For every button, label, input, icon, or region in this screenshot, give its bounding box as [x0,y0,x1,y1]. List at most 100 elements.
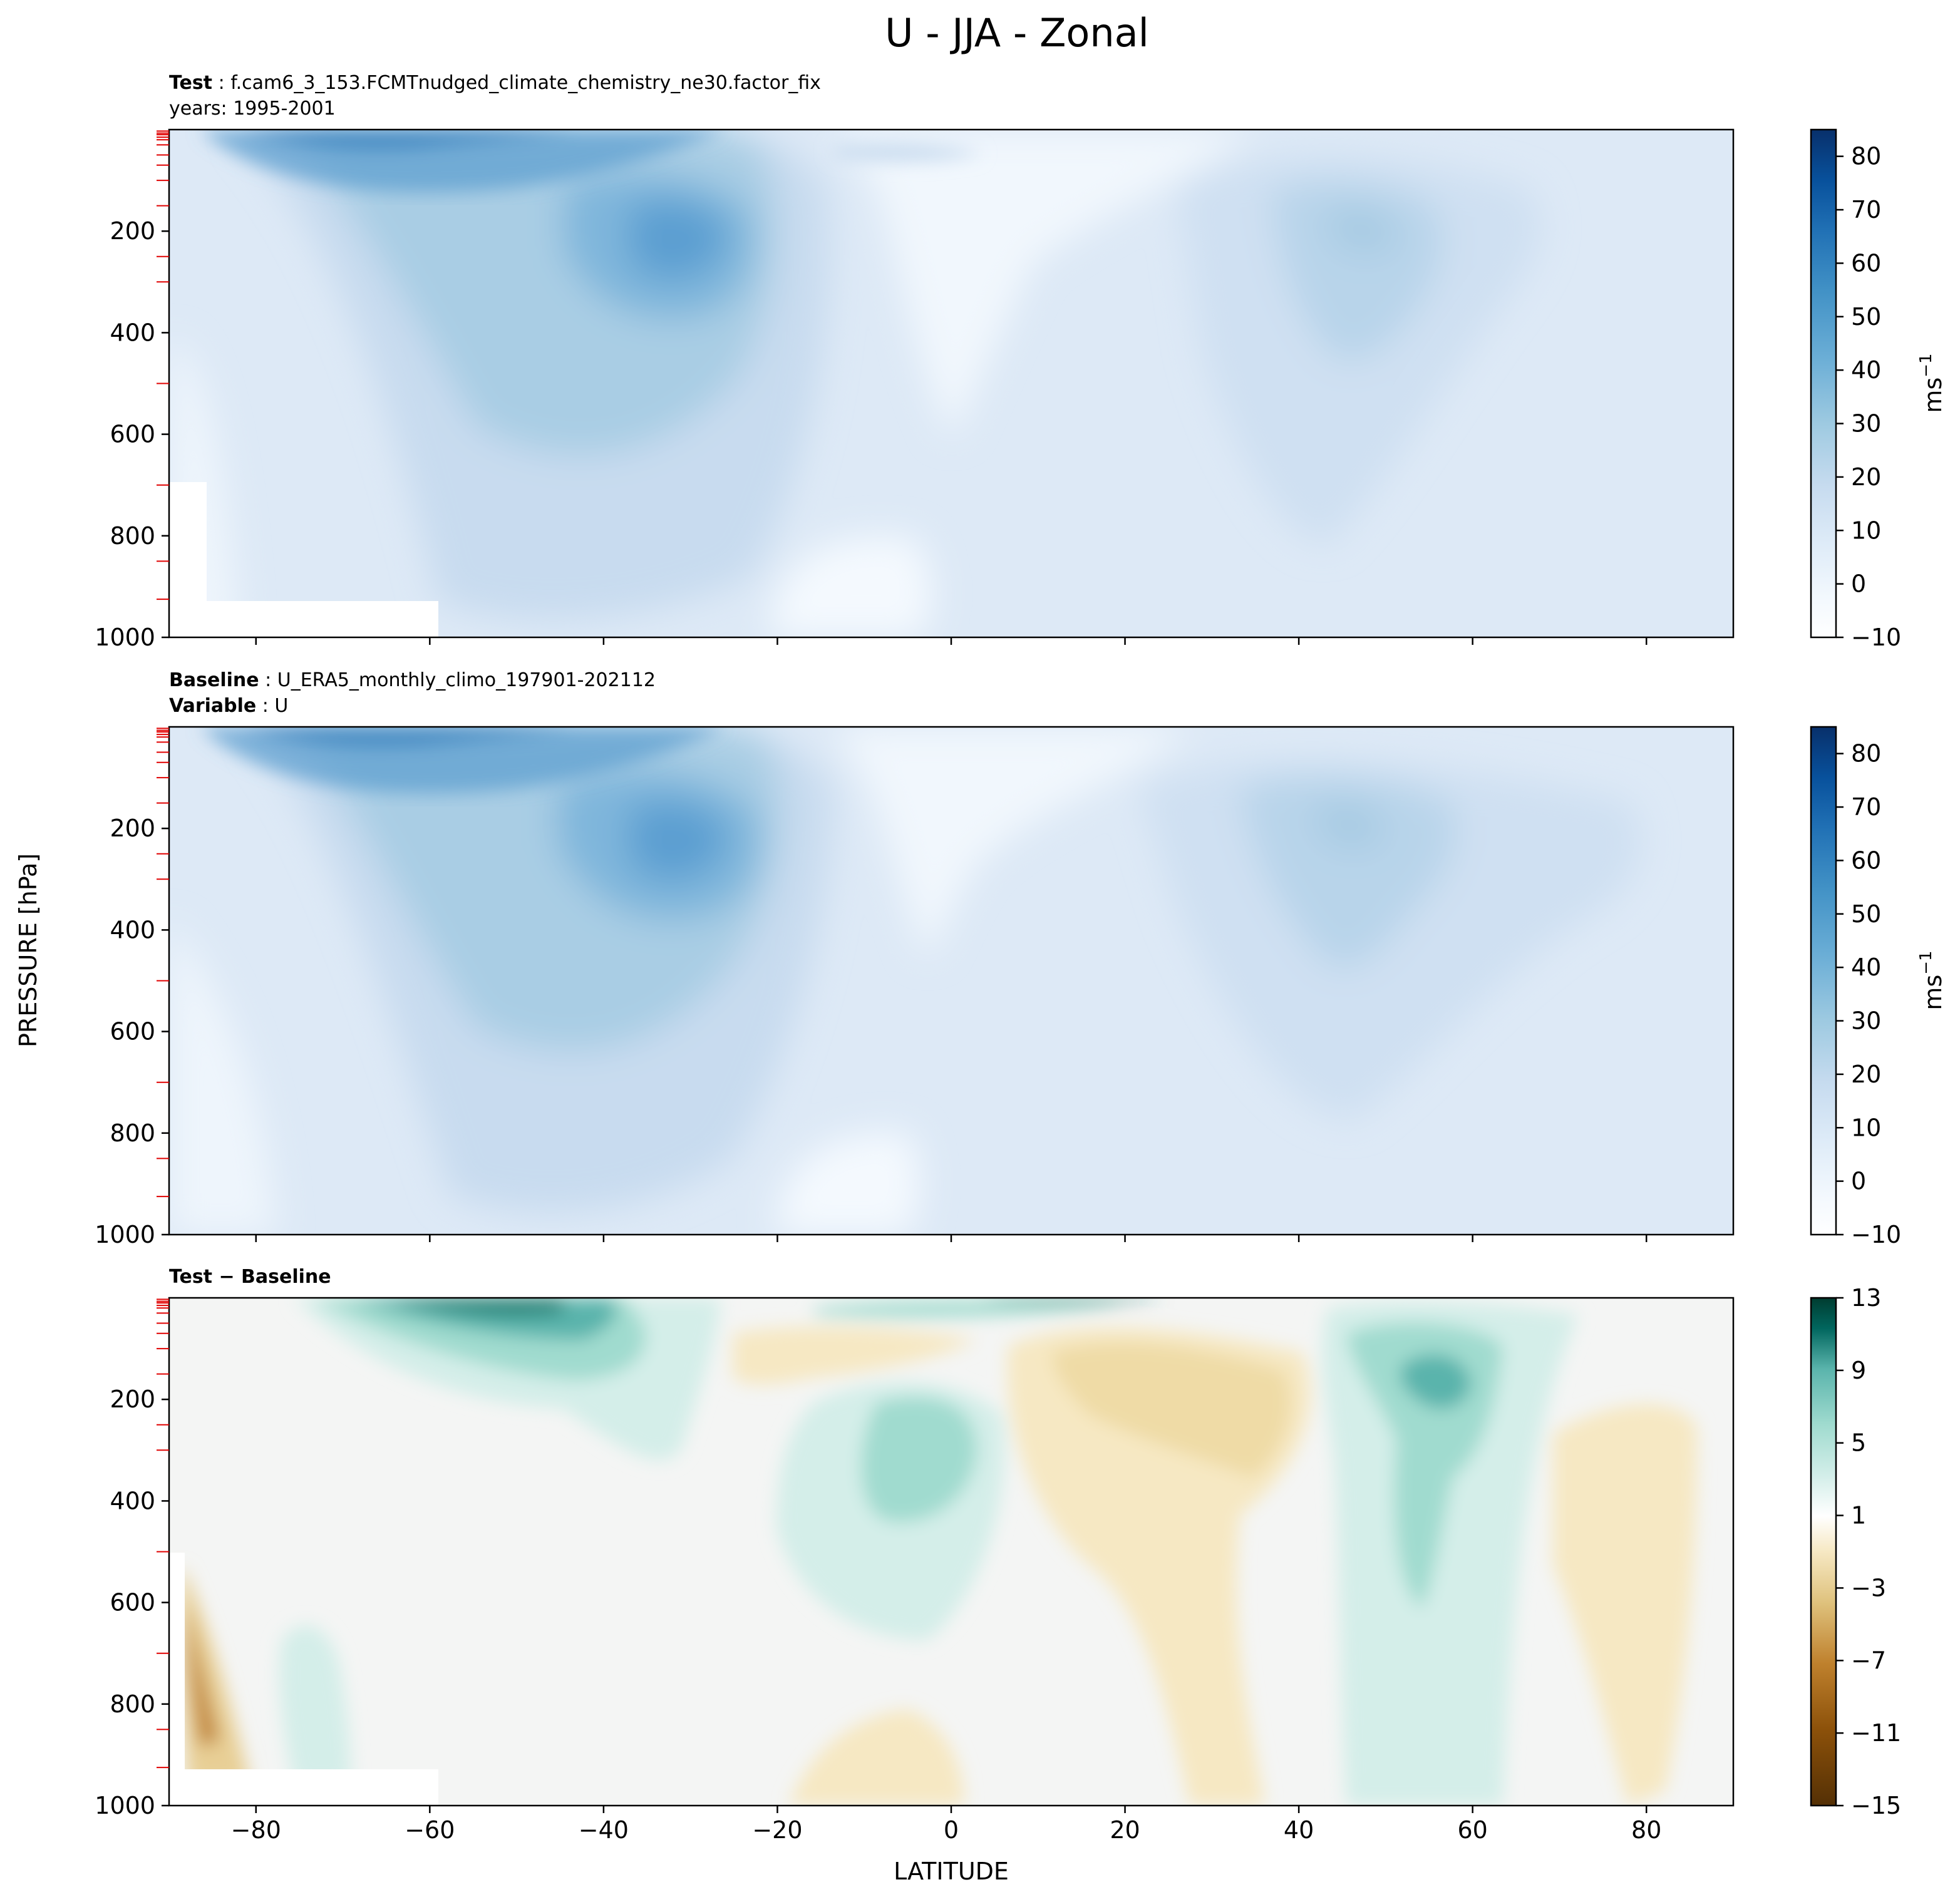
baseline-polar-low-wind [169,920,276,1235]
baseline-colorbar-tick-label: 40 [1851,954,1881,981]
xtick-label: 40 [1284,1816,1314,1844]
test-title-bold: Test [169,72,212,94]
panel-title-diff: Test − Baseline [169,1266,331,1288]
x-axis-label: LATITUDE [894,1858,1009,1885]
diff-surface-negative [789,1709,964,1806]
diff-tropics-positive-3 [861,1397,977,1523]
diff-contour-plot [169,1298,1733,1806]
baseline-colorbar-tick-label: 10 [1851,1114,1881,1141]
test-colorbar-tick-label: 20 [1851,463,1881,491]
baseline-colorbar-tick-label: 50 [1851,900,1881,928]
test-colorbar-tick-label: −10 [1851,624,1901,651]
test-colorbar-tick-label: 50 [1851,303,1881,331]
baseline-colorbar-tick-label: 70 [1851,793,1881,821]
diff-southern-positive-11 [388,1298,564,1316]
test-southern-jet-core [627,200,726,279]
diff-colorbar-tick-label: 1 [1851,1502,1866,1529]
diff-antarctic-negative-strong [185,1603,219,1747]
test-ytick-label: 400 [110,319,155,346]
baseline-northern-jet-core [1314,801,1384,850]
diff-colorbar-tick-label: 5 [1851,1429,1866,1457]
figure-title: U - JJA - Zonal [885,10,1149,56]
diff-northern-midlat-negative-3 [1052,1343,1291,1478]
test-colorbar-tick-label: 40 [1851,356,1881,384]
baseline-colorbar-tick-label: −10 [1851,1221,1901,1248]
svg-text:Test : f.cam6_3_153.FCMTnudged: Test : f.cam6_3_153.FCMTnudged_climate_c… [169,72,821,94]
diff-arctic-negative [1553,1404,1697,1806]
panel-title-test: Test : f.cam6_3_153.FCMTnudged_climate_c… [169,72,821,120]
test-contour-plot [169,130,1733,637]
svg-text:Variable : U: Variable : U [169,695,288,717]
baseline-ytick-label: 600 [110,1018,155,1046]
baseline-southern-jet-core [627,801,726,880]
svg-text:Baseline : U_ERA5_monthly_clim: Baseline : U_ERA5_monthly_climo_197901-2… [169,669,656,691]
test-missing-data-ice [169,601,438,637]
test-ytick-label: 200 [110,217,155,245]
test-missing-data-antarctic [169,482,207,637]
xtick-label: 0 [944,1816,959,1844]
xtick-label: 80 [1631,1816,1661,1844]
variable-title-text: : U [256,695,288,717]
test-easterly-tropics [833,130,1252,438]
diff-ytick-label: 400 [110,1487,155,1514]
test-northern-jet-band-20 [1271,181,1443,361]
diff-colorbar-tick-label: 13 [1851,1284,1881,1312]
test-ytick-label: 1000 [95,624,155,651]
baseline-colorbar-tick-label: 60 [1851,846,1881,874]
baseline-strat-jet-south-outer [200,727,726,793]
baseline-colorbar-tick-label: 0 [1851,1168,1866,1195]
diff-colorbar-tick-label: 9 [1851,1357,1866,1384]
test-colorbar-units: ms−1 [1917,353,1947,413]
diff-ytick-label: 800 [110,1690,155,1718]
test-ytick-label: 600 [110,421,155,448]
variable-title-bold: Variable [169,695,256,717]
baseline-contour-plot [169,727,1733,1235]
baseline-northern-jet-band-20 [1240,776,1457,968]
baseline-ytick-label: 1000 [95,1221,155,1248]
baseline-title-text: : U_ERA5_monthly_climo_197901-202112 [259,669,656,691]
xtick-label: 20 [1110,1816,1140,1844]
baseline-title-bold: Baseline [169,669,259,691]
test-colorbar [1810,128,1837,639]
diff-strat-positive-tropics [814,1300,1127,1317]
colorbar-tick-layer: −10 0 10 20 30 40 50 60 70 80 −10 0 10 20 30 40 50 60 70 80… [1836,143,1901,1819]
xtick-label: −40 [579,1816,629,1844]
xtick-label: −80 [231,1816,281,1844]
diff-colorbar-tick-label: −3 [1851,1574,1886,1601]
diff-missing-data-antarctic [169,1553,185,1806]
xtick-label: −60 [405,1816,455,1844]
test-colorbar-tick-label: 10 [1851,517,1881,544]
baseline-colorbar-tick-label: 80 [1851,740,1881,768]
test-colorbar-tick-label: 60 [1851,249,1881,277]
diff-ytick-label: 600 [110,1589,155,1617]
baseline-colorbar [1810,726,1837,1236]
test-title-text: : f.cam6_3_153.FCMTnudged_climate_chemis… [212,72,821,94]
baseline-ytick-label: 800 [110,1119,155,1147]
diff-northern-positive [1322,1302,1578,1806]
xtick-label: −20 [752,1816,802,1844]
test-strat-jet-south-outer [200,130,726,193]
diff-colorbar-tick-label: −15 [1851,1792,1901,1819]
baseline-ytick-label: 400 [110,916,155,943]
diff-polar-positive [279,1625,351,1784]
diff-colorbar-tick-label: −11 [1851,1719,1901,1747]
baseline-colorbar-tick-label: 20 [1851,1061,1881,1088]
baseline-colorbar-units: ms−1 [1917,950,1947,1010]
diff-missing-data-ice [169,1769,438,1806]
test-strat-jet-north [833,143,983,162]
test-years: years: 1995-2001 [169,98,336,120]
test-low-level-easterly [770,536,932,637]
test-northern-jet-core [1327,207,1396,255]
diff-ytick-label: 200 [110,1385,155,1413]
xtick-label: 60 [1457,1816,1487,1844]
panel-title-baseline: Baseline : U_ERA5_monthly_climo_197901-2… [169,669,656,717]
test-colorbar-tick-label: 0 [1851,570,1866,598]
baseline-low-level-easterly [776,1132,920,1235]
baseline-ytick-label: 200 [110,815,155,842]
test-colorbar-tick-label: 30 [1851,410,1881,438]
diff-title: Test − Baseline [169,1266,331,1288]
diff-colorbar [1810,1297,1837,1807]
diff-northern-positive-7 [1400,1354,1472,1409]
diff-ytick-label: 1000 [95,1792,155,1819]
